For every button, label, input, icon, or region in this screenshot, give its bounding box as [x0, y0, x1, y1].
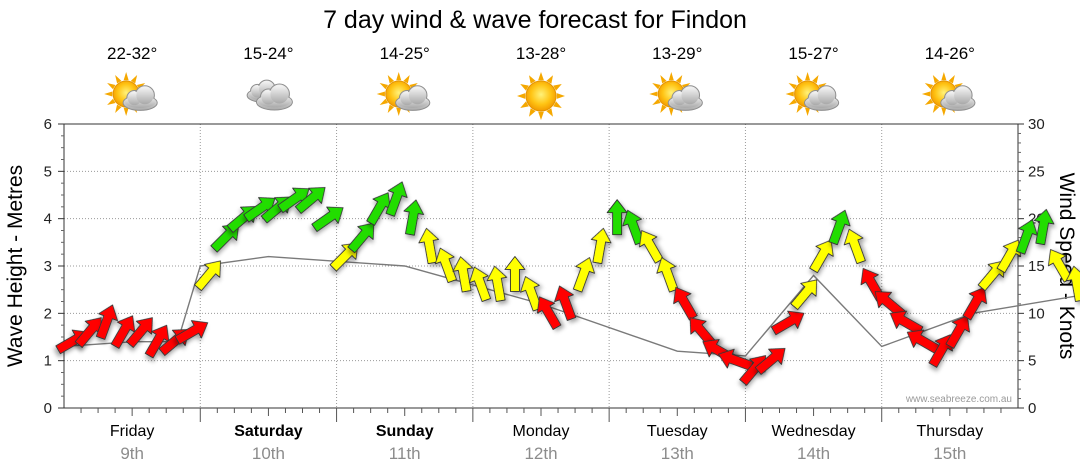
- wind-arrow: [590, 227, 612, 265]
- wind-arrow: [194, 260, 221, 292]
- day-temperature: 15-24°: [243, 44, 293, 63]
- grid-lines: [64, 124, 1018, 408]
- left-axis-tick-label: 4: [44, 211, 52, 228]
- day-temperature: 13-29°: [652, 44, 702, 63]
- day-temperature: 22-32°: [107, 44, 157, 63]
- wind-arrow: [347, 222, 375, 254]
- right-axis-tick-label: 0: [1028, 400, 1036, 417]
- day-date-label: 14th: [797, 444, 830, 463]
- left-axis-tick-label: 6: [44, 116, 52, 133]
- right-axis-tick-label: 25: [1028, 163, 1045, 180]
- day-temperature: 15-27°: [788, 44, 838, 63]
- wind-arrow: [1015, 219, 1038, 255]
- wind-arrow: [385, 181, 408, 217]
- day-date-label: 15th: [933, 444, 966, 463]
- left-axis-tick-label: 3: [44, 258, 52, 275]
- wind-arrow: [468, 266, 492, 302]
- day-date-label: 10th: [252, 444, 285, 463]
- wind-arrow: [418, 227, 440, 265]
- day-name-label: Wednesday: [771, 423, 855, 440]
- day-temperature: 13-28°: [516, 44, 566, 63]
- right-axis-tick-label: 5: [1028, 353, 1036, 370]
- right-axis-tick-label: 30: [1028, 116, 1045, 133]
- wind-arrow: [504, 256, 526, 292]
- chart-title: 7 day wind & wave forecast for Findon: [323, 6, 747, 34]
- wind-arrow: [945, 315, 970, 349]
- cloud-icon: [246, 79, 293, 111]
- right-axis-tick-label: 15: [1028, 258, 1045, 275]
- wind-arrow: [1033, 208, 1055, 246]
- sun-cloud-icon: [785, 72, 840, 116]
- right-axis: 051015202530: [1018, 116, 1045, 417]
- right-axis-tick-label: 10: [1028, 305, 1045, 322]
- wind-arrow: [962, 286, 988, 321]
- wind-arrow: [673, 286, 698, 321]
- sun-cloud-icon: [104, 72, 158, 116]
- wind-arrows-series: [55, 181, 1080, 386]
- weather-icons: [104, 72, 976, 120]
- wind-arrow: [656, 257, 679, 293]
- day-temperature: 14-25°: [380, 44, 430, 63]
- day-date-label: 9th: [120, 444, 144, 463]
- wind-arrow: [403, 199, 425, 236]
- day-name-label: Tuesday: [647, 423, 708, 440]
- left-axis-tick-label: 5: [44, 163, 52, 180]
- wind-arrow: [639, 230, 664, 264]
- left-axis-tick-label: 1: [44, 353, 52, 370]
- wind-arrow: [434, 247, 457, 284]
- left-axis: 0 1 2 3 4 5 6: [44, 116, 64, 417]
- wind-arrow: [554, 285, 577, 321]
- wind-arrow: [572, 257, 595, 293]
- left-axis-tick-label: 2: [44, 305, 52, 322]
- wind-arrow: [754, 348, 786, 375]
- wind-arrow: [311, 206, 344, 232]
- wind-arrow: [828, 209, 851, 246]
- sun-cloud-icon: [921, 72, 976, 116]
- day-date-label: 11th: [389, 444, 421, 463]
- sun-cloud-icon: [376, 72, 431, 116]
- wind-arrow: [486, 265, 508, 302]
- day-name-label: Thursday: [917, 423, 984, 440]
- day-temperature: 14-26°: [925, 44, 975, 63]
- wind-arrow: [110, 315, 136, 349]
- sun-cloud-icon: [649, 72, 703, 116]
- right-axis-label: Wind Speed - Knots: [1055, 173, 1078, 360]
- day-name-label: Monday: [513, 423, 570, 440]
- wind-arrow: [790, 279, 818, 310]
- day-name-label: Sunday: [376, 423, 434, 440]
- wind-arrow: [174, 320, 209, 345]
- day-labels: Friday 9th Saturday 10th Sunday 11th Monday 12t…: [80, 408, 1002, 463]
- day-date-label: 13th: [661, 444, 694, 463]
- day-name-label: Saturday: [234, 423, 303, 440]
- wind-arrow: [809, 239, 834, 274]
- left-axis-tick-label: 0: [44, 400, 52, 417]
- wind-arrow: [606, 199, 628, 236]
- wind-arrow: [843, 228, 866, 265]
- wind-arrow: [95, 304, 118, 340]
- left-axis-label: Wave Height - Metres: [4, 165, 27, 367]
- wind-arrow: [452, 256, 474, 293]
- daily-temperatures: 22-32° 15-24° 14-25° 13-28° 13-29° 15-27° 14-2…: [107, 44, 975, 63]
- watermark: www.seabreeze.com.au: [905, 394, 1012, 405]
- day-date-label: 12th: [524, 444, 557, 463]
- day-name-label: Friday: [110, 423, 154, 440]
- wind-arrow: [536, 296, 562, 330]
- wind-arrow: [770, 310, 805, 336]
- wind-arrow: [996, 239, 1022, 274]
- sun-icon: [517, 72, 565, 120]
- wind-arrow: [125, 317, 153, 348]
- wind-arrow: [294, 187, 326, 214]
